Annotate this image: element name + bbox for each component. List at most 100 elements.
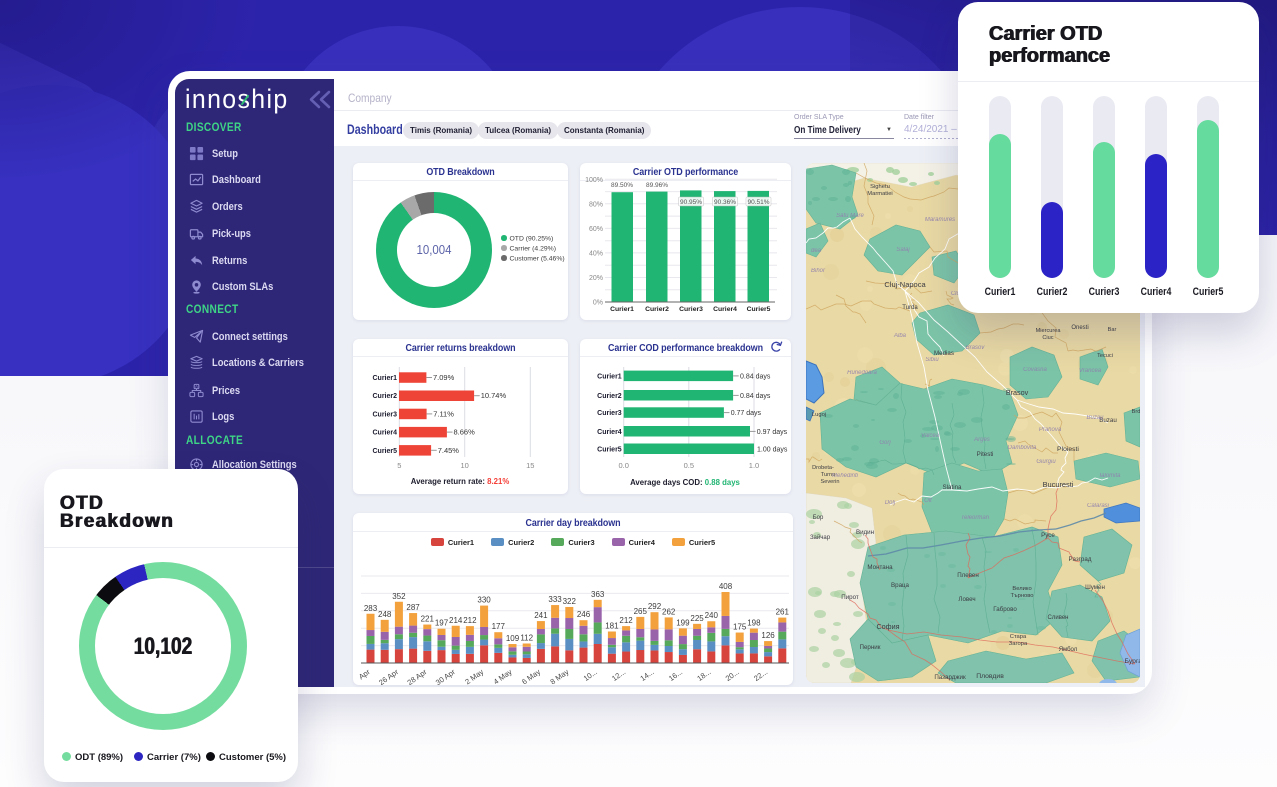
svg-text:241: 241	[534, 611, 548, 620]
svg-text:240: 240	[705, 611, 719, 620]
svg-text:Brasov: Brasov	[966, 345, 986, 351]
svg-text:Curier5: Curier5	[372, 448, 397, 455]
svg-text:Габрово: Габрово	[993, 606, 1017, 613]
svg-text:dea: dea	[811, 248, 822, 254]
svg-text:90.36%: 90.36%	[714, 199, 736, 206]
svg-text:Плевен: Плевен	[957, 572, 979, 579]
svg-text:322: 322	[563, 597, 577, 606]
svg-text:212: 212	[619, 616, 633, 625]
svg-text:214: 214	[449, 616, 463, 625]
svg-text:Alba: Alba	[893, 333, 907, 339]
svg-text:181: 181	[605, 622, 619, 631]
svg-text:Curier1: Curier1	[372, 375, 397, 382]
svg-text:Curier4: Curier4	[597, 429, 622, 436]
svg-text:Curier2: Curier2	[372, 393, 397, 400]
svg-text:10.74%: 10.74%	[481, 391, 507, 400]
svg-text:0.77 days: 0.77 days	[731, 410, 762, 417]
svg-text:197: 197	[435, 619, 449, 628]
svg-text:Marmatiei: Marmatiei	[867, 191, 892, 197]
svg-text:Curier5: Curier5	[597, 446, 622, 453]
svg-text:Bucuresti: Bucuresti	[1043, 480, 1074, 489]
svg-text:7.11%: 7.11%	[433, 409, 454, 418]
svg-text:Drobeta-: Drobeta-	[812, 465, 834, 471]
svg-text:Ямбол: Ямбол	[1059, 647, 1078, 653]
svg-text:Satu Mare: Satu Mare	[836, 213, 864, 219]
svg-text:0.0: 0.0	[618, 461, 628, 470]
svg-text:10: 10	[461, 461, 469, 470]
svg-text:Велико: Велико	[1012, 586, 1031, 592]
svg-text:352: 352	[392, 592, 406, 601]
svg-text:Ciuc: Ciuc	[1042, 335, 1053, 341]
svg-text:175: 175	[733, 623, 747, 632]
svg-text:60%: 60%	[589, 226, 603, 233]
svg-text:Curier3: Curier3	[679, 306, 703, 313]
svg-text:89.50%: 89.50%	[611, 182, 633, 189]
svg-text:Severin: Severin	[821, 479, 840, 485]
svg-text:Vrancea: Vrancea	[1079, 368, 1102, 374]
svg-text:1.0: 1.0	[749, 461, 759, 470]
svg-text:Curier1: Curier1	[597, 373, 622, 380]
svg-text:221: 221	[421, 615, 435, 624]
svg-text:0.84 days: 0.84 days	[740, 373, 771, 380]
svg-text:Sighetu: Sighetu	[870, 184, 890, 190]
svg-text:Dolj: Dolj	[885, 500, 896, 506]
svg-text:20...: 20...	[724, 667, 741, 683]
svg-text:14...: 14...	[639, 667, 656, 683]
svg-text:Mehedinti: Mehedinti	[832, 473, 859, 479]
svg-text:333: 333	[548, 595, 562, 604]
svg-text:Curier5: Curier5	[747, 306, 771, 313]
svg-text:Average return rate: 8.21%: Average return rate: 8.21%	[411, 477, 510, 486]
svg-text:Пловдив: Пловдив	[976, 673, 1004, 680]
svg-text:126: 126	[761, 631, 775, 640]
svg-text:90.51%: 90.51%	[747, 199, 769, 206]
svg-text:Turda: Turda	[902, 305, 918, 311]
svg-text:Монтана: Монтана	[867, 564, 893, 571]
svg-text:Arges: Arges	[973, 437, 990, 443]
svg-text:4 May: 4 May	[492, 667, 514, 685]
svg-text:Brd: Brd	[1132, 409, 1140, 415]
svg-text:22...: 22...	[752, 667, 769, 683]
svg-text:5: 5	[397, 461, 401, 470]
svg-text:Зайчар: Зайчар	[810, 534, 831, 541]
svg-text:177: 177	[492, 622, 506, 631]
svg-text:246: 246	[577, 610, 591, 619]
svg-text:Ploiesti: Ploiesti	[1057, 446, 1079, 453]
svg-text:Sibiu: Sibiu	[925, 357, 939, 363]
svg-text:Сливен: Сливен	[1048, 615, 1069, 621]
svg-text:Перник: Перник	[860, 644, 881, 651]
svg-text:София: София	[876, 622, 899, 631]
svg-text:6 May: 6 May	[520, 667, 542, 685]
svg-text:199: 199	[676, 618, 690, 627]
svg-text:292: 292	[648, 602, 662, 611]
svg-text:2 May: 2 May	[463, 667, 485, 685]
svg-text:80%: 80%	[589, 201, 603, 208]
svg-text:Cluj: Cluj	[951, 291, 962, 297]
svg-text:Русе: Русе	[1041, 532, 1055, 539]
svg-text:Valcea: Valcea	[921, 433, 940, 439]
svg-text:248: 248	[378, 610, 392, 619]
svg-text:225: 225	[690, 614, 704, 623]
svg-text:Onesti: Onesti	[1071, 325, 1088, 331]
svg-text:28 Apr: 28 Apr	[406, 667, 429, 685]
svg-text:Brasov: Brasov	[1006, 388, 1029, 397]
svg-text:8 May: 8 May	[549, 667, 571, 685]
svg-text:0.97 days: 0.97 days	[757, 429, 788, 436]
svg-text:16...: 16...	[667, 667, 684, 683]
svg-text:Prahova: Prahova	[1039, 427, 1062, 433]
svg-text:100%: 100%	[585, 177, 603, 184]
svg-text:Curier1: Curier1	[610, 306, 634, 313]
svg-text:Разград: Разград	[1069, 556, 1092, 563]
svg-text:30 Apr: 30 Apr	[434, 667, 457, 685]
svg-text:40%: 40%	[589, 251, 603, 258]
svg-text:262: 262	[662, 607, 676, 616]
svg-text:Враца: Враца	[891, 582, 910, 589]
svg-text:Miercurea: Miercurea	[1036, 328, 1062, 334]
svg-text:Calarasi: Calarasi	[1087, 503, 1110, 509]
svg-text:8.66%: 8.66%	[454, 428, 476, 437]
svg-text:Ловеч: Ловеч	[958, 596, 975, 603]
svg-text:Бор: Бор	[813, 515, 824, 521]
svg-text:Teleorman: Teleorman	[961, 515, 990, 521]
svg-text:Pitesti: Pitesti	[977, 451, 994, 458]
svg-text:Cluj-Napoca: Cluj-Napoca	[884, 280, 926, 289]
svg-text:330: 330	[477, 596, 491, 605]
